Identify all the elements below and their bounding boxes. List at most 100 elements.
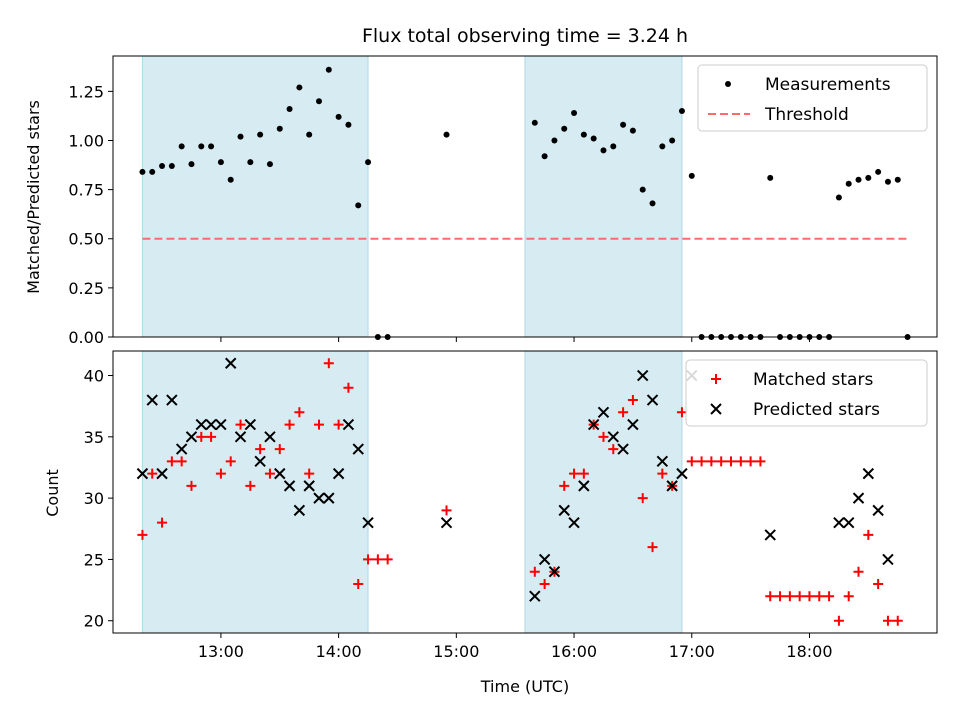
predicted-star-point [293,504,306,517]
predicted-star-point [764,529,776,541]
matched-star-point [137,529,148,540]
legend-label: Measurements [765,75,891,95]
matched-star-point [157,517,168,528]
predicted-star-point [597,406,610,419]
predicted-star-point [146,394,158,406]
predicted-star-point [175,443,188,455]
predicted-star-point [195,418,207,431]
measurement-point [306,131,313,138]
shaded-interval [141,350,369,634]
matched-star-point [833,615,844,626]
measurement-point [355,202,362,209]
matched-star-point [284,419,295,430]
top-panel: 0.00 0.25 0.50 0.75 1.00 1.25 Measurements Thre… [68,55,938,347]
matched-star-point [353,578,364,589]
matched-star-point [726,456,736,467]
x-tick-label: 16:00 [551,642,597,661]
predicted-star-point [617,443,629,455]
matched-star-point [166,456,177,467]
predicted-star-point [558,504,570,517]
axes-frame [112,55,938,338]
matched-star-point [755,456,766,467]
predicted-star-point [833,516,845,529]
measurement-point [345,121,352,128]
measurement-point [835,194,842,201]
legend-box [697,64,928,132]
measurement-point [178,143,185,150]
y-tick-label: 20 [84,612,104,631]
predicted-star-point [136,467,149,480]
matched-star-point [569,468,580,479]
predicted-star-point [185,431,198,443]
predicted-star-point [156,467,168,480]
measurement-point [551,137,558,144]
matched-star-point [363,554,374,565]
predicted-star-point [627,418,639,431]
measurement-point [531,119,538,126]
matched-star-point [735,456,746,467]
matched-star-point [196,431,207,442]
measurement-point [247,159,254,166]
measurement-point [217,159,224,166]
predicted-star-point [166,394,178,406]
measurement-point [649,200,656,207]
measurement-point [580,131,587,138]
predicted-star-point [872,504,884,517]
measurement-point [296,84,303,91]
measurement-point [139,168,146,175]
y-tick-label: 30 [84,489,104,508]
measurement-point [865,174,872,181]
measurement-point [629,127,636,134]
matched-star-point [382,554,393,565]
y-tick-label: 1.25 [68,82,104,101]
matched-star-point [686,456,697,467]
predicted-star-point [440,516,453,529]
measurement-point [188,161,195,168]
predicted-star-point [843,516,855,529]
matched-star-point [637,493,648,504]
predicted-star-point [323,492,335,504]
predicted-star-point [274,467,286,480]
matched-star-point [608,444,619,455]
shaded-interval [524,350,683,634]
matched-star-point [775,591,786,602]
legend-label: Threshold [764,105,849,125]
y-tick-label: 40 [84,367,104,386]
y-tick-label: 35 [84,428,104,447]
matched-star-point [245,480,256,491]
matched-star-point [529,566,540,577]
matched-star-point [765,591,776,602]
predicted-star-point [676,467,688,480]
measurement-point [610,143,617,150]
y-tick-label: 0.50 [68,230,104,249]
measurement-point [266,161,273,168]
matched-star-point [706,456,717,467]
matched-star-point [304,468,315,479]
matched-star-point [333,419,344,430]
measurement-point [845,180,852,187]
matched-star-point [647,542,658,553]
measurement-point [767,174,774,181]
predicted-star-point [254,455,266,468]
matched-star-point [627,395,638,406]
measurement-point [335,113,342,120]
matched-star-point [274,444,285,455]
measurement-point [237,133,244,140]
legend-box [685,359,928,427]
matched-star-point [186,480,197,491]
y-tick-label: 1.00 [68,131,104,150]
predicted-star-point [215,418,227,431]
matched-star-point [559,480,570,491]
predicted-star-point [646,394,659,406]
measurement-point [894,176,901,183]
predicted-star-point [656,455,669,468]
predicted-star-point [548,565,561,578]
y-tick-label: 0.25 [68,279,104,298]
x-tick-label: 15:00 [433,642,479,661]
predicted-star-point [205,418,217,431]
measurement-point [149,168,156,175]
matched-star-point [657,468,668,479]
measurement-point [571,109,578,116]
legend-measurement-swatch [725,81,731,87]
